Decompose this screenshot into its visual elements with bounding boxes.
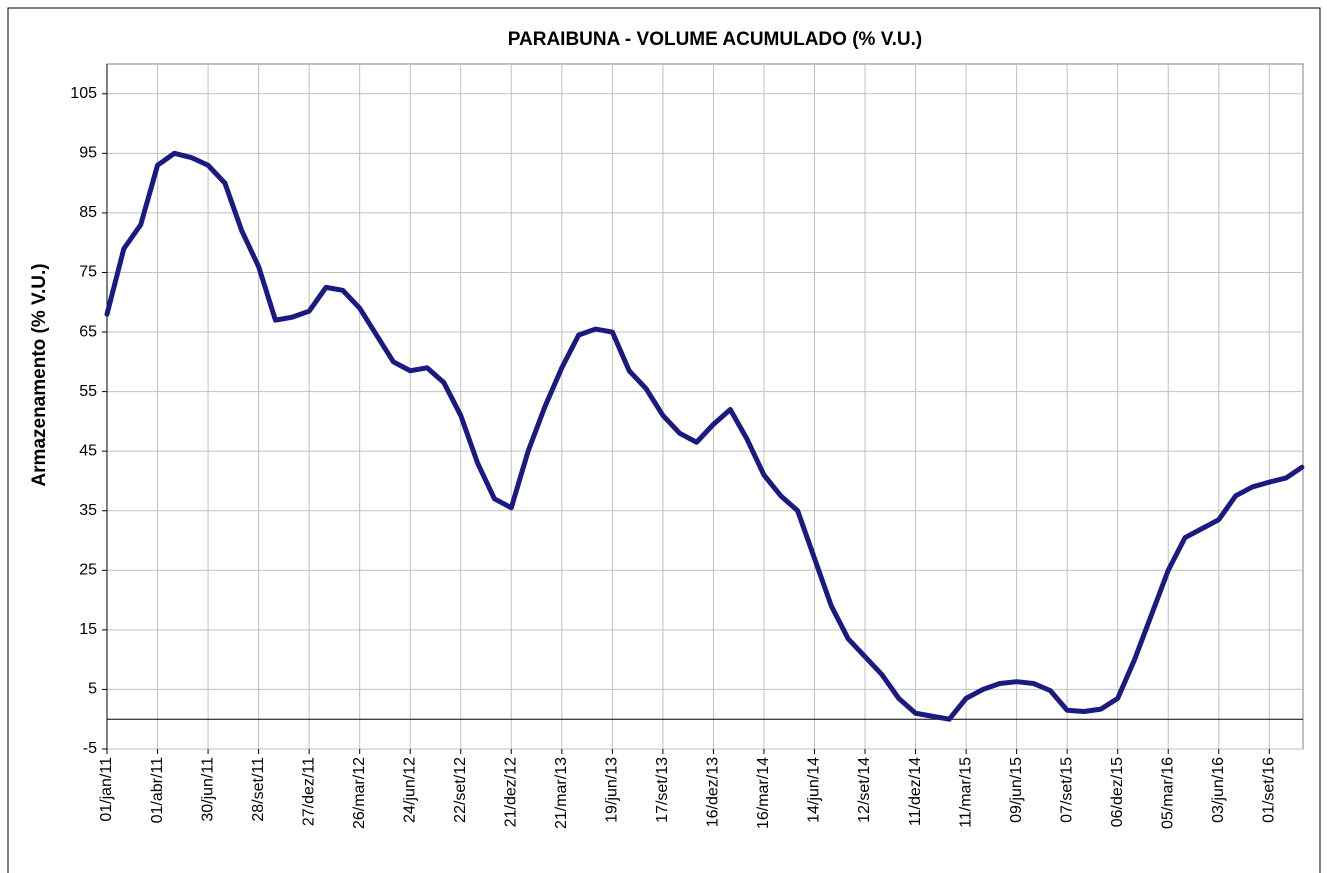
y-axis-label: Armazenamento (% V.U.) <box>29 263 50 486</box>
x-tick-label: 28/set/11 <box>250 757 267 822</box>
y-tick-label: 65 <box>79 323 97 340</box>
x-tick-label: 11/mar/15 <box>957 757 974 828</box>
x-tick-label: 01/abr/11 <box>149 757 166 824</box>
x-tick-label: 09/jun/15 <box>1008 757 1025 823</box>
y-tick-label: 75 <box>79 264 97 281</box>
x-tick-label: 30/jun/11 <box>199 757 216 822</box>
x-tick-label: 17/set/13 <box>654 757 671 823</box>
x-tick-label: 27/dez/11 <box>300 757 317 826</box>
x-tick-label: 14/jun/14 <box>806 757 823 823</box>
x-tick-label: 26/mar/12 <box>351 757 368 829</box>
y-tick-label: 55 <box>79 383 97 400</box>
chart-title: PARAIBUNA - VOLUME ACUMULADO (% V.U.) <box>508 29 922 50</box>
y-tick-label: 95 <box>79 145 97 162</box>
y-tick-label: 35 <box>79 502 97 519</box>
x-tick-label: 03/jun/16 <box>1210 757 1227 823</box>
y-tick-label: 15 <box>79 621 97 638</box>
x-tick-label: 05/mar/16 <box>1159 757 1176 829</box>
x-tick-label: 24/jun/12 <box>401 757 418 823</box>
x-tick-label: 22/set/12 <box>452 757 469 823</box>
x-tick-label: 11/dez/14 <box>907 757 924 826</box>
y-tick-label: 45 <box>79 442 97 459</box>
y-tick-label: 25 <box>79 562 97 579</box>
data-line <box>104 150 1305 722</box>
x-tick-label: 21/dez/12 <box>503 757 520 827</box>
x-tick-label: 12/set/14 <box>856 757 873 823</box>
x-tick-label: 01/set/16 <box>1261 757 1278 823</box>
x-tick-label: 19/jun/13 <box>604 757 621 823</box>
y-tick-label: 5 <box>88 681 97 698</box>
y-tick-label: 105 <box>70 85 97 102</box>
x-tick-label: 16/dez/13 <box>705 757 722 827</box>
x-tick-label: 07/set/15 <box>1058 757 1075 823</box>
y-tick-label: 85 <box>79 204 97 221</box>
plot-area <box>106 63 1304 750</box>
x-tick-label: 01/jan/11 <box>98 757 115 822</box>
x-tick-label: 16/mar/14 <box>755 757 772 829</box>
y-tick-label: -5 <box>83 740 97 757</box>
x-tick-label: 06/dez/15 <box>1109 757 1126 827</box>
x-tick-label: 21/mar/13 <box>553 757 570 829</box>
